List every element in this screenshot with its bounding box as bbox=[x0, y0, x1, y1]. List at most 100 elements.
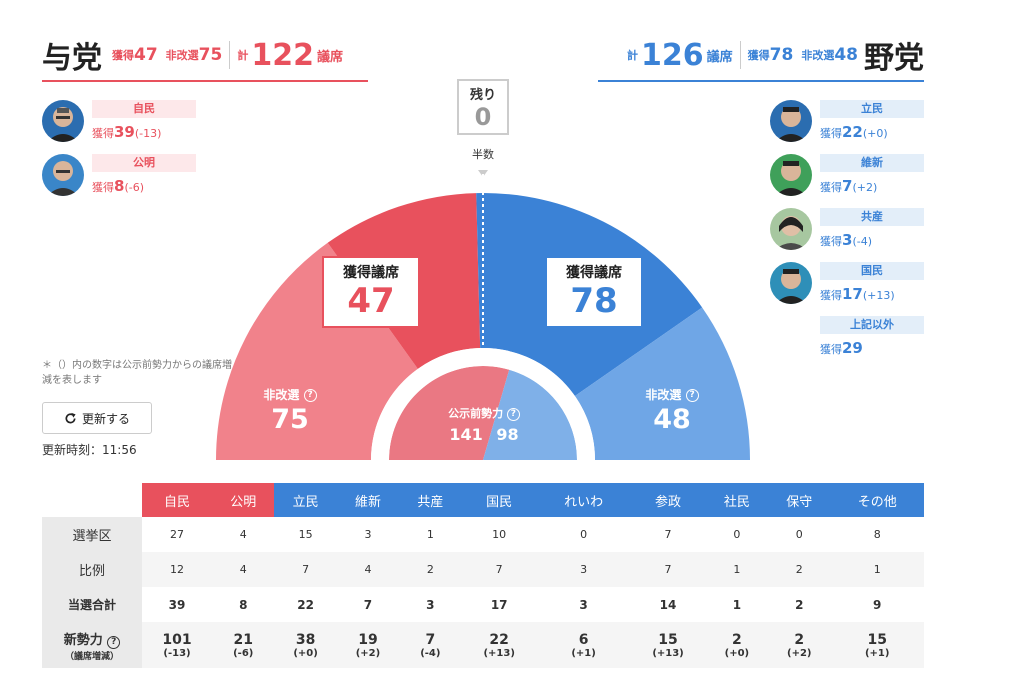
table-row-power: 新勢力 ? （議席増減） 101 (-13) 21 (-6) 38 (+0) 19 (+2) 7 (-… bbox=[42, 622, 924, 668]
table-cell: 2 (+0) bbox=[705, 622, 769, 668]
party-name: 共産 bbox=[820, 208, 924, 226]
col-header: 国民 bbox=[461, 483, 537, 517]
opp-won-label: 獲得 bbox=[747, 49, 770, 62]
table-cell: 15 bbox=[298, 528, 313, 541]
ruling-nonre-value: 75 bbox=[271, 404, 309, 435]
table-corner bbox=[42, 483, 142, 517]
opp-won-box: 獲得議席 78 bbox=[545, 256, 643, 328]
party-name: 立民 bbox=[820, 100, 924, 118]
party-seats: 獲得8(-6) bbox=[92, 177, 144, 195]
table-cell: 2 bbox=[795, 597, 804, 612]
col-header: 保守 bbox=[768, 483, 831, 517]
table-header-row: 自民 公明 立民 維新 共産 国民 れいわ 参政 社民 保守 その他 bbox=[42, 483, 924, 517]
table-cell: 22 (+13) bbox=[461, 622, 537, 668]
table-row: 選挙区 27 4 15 3 1 10 0 7 0 0 8 bbox=[42, 517, 924, 552]
table-cell: 0 bbox=[795, 528, 803, 541]
ruling-won-label: 獲得 bbox=[112, 49, 134, 62]
avatar bbox=[42, 100, 84, 142]
party-jcp: 共産 獲得3(-4) bbox=[770, 208, 924, 254]
opp-pre-value: 98 bbox=[496, 425, 519, 444]
table-cell: 4 bbox=[212, 552, 275, 587]
table-cell: 21 (-6) bbox=[212, 622, 275, 668]
divider bbox=[739, 41, 741, 69]
table-cell: 15 (+1) bbox=[830, 622, 924, 668]
ruling-pre-value: 141 bbox=[449, 425, 483, 444]
ruling-nonre-label-block: 非改選 ? 75 bbox=[240, 386, 340, 437]
party-others: 上記以外 獲得29 bbox=[770, 316, 924, 362]
party-seats: 獲得3(-4) bbox=[820, 231, 872, 249]
remaining-value: 0 bbox=[474, 103, 492, 131]
table-cell: 0 bbox=[580, 528, 588, 541]
table-row: 当選合計 39 8 22 7 3 17 3 14 1 2 9 bbox=[42, 587, 924, 622]
party-name: 公明 bbox=[92, 154, 196, 172]
party-seats: 獲得39(-13) bbox=[92, 123, 162, 141]
party-ishin: 維新 獲得7(+2) bbox=[770, 154, 924, 200]
table-cell: 4 bbox=[336, 552, 400, 587]
opp-nonre: 48 bbox=[834, 45, 858, 65]
table-cell: 2 bbox=[399, 552, 462, 587]
help-icon[interactable]: ? bbox=[107, 635, 121, 649]
row-header: 新勢力 ? （議席増減） bbox=[42, 622, 142, 668]
ruling-nonre-arc bbox=[216, 242, 418, 460]
party-name: 自民 bbox=[92, 100, 196, 118]
table-cell: 1 bbox=[732, 597, 742, 612]
table-cell: 101 (-13) bbox=[142, 622, 213, 668]
party-cdp: 立民 獲得22(+0) bbox=[770, 100, 924, 146]
divider bbox=[229, 41, 231, 69]
party-seats: 獲得17(+13) bbox=[820, 285, 895, 303]
ruling-won-value: 47 bbox=[347, 281, 395, 321]
table-cell: 10 bbox=[492, 528, 507, 541]
col-header: 維新 bbox=[336, 483, 400, 517]
table-cell: 17 bbox=[490, 597, 508, 612]
pre-label: 公示前勢力 bbox=[448, 407, 504, 420]
ruling-total: 122 bbox=[251, 37, 314, 73]
results-table: 自民 公明 立民 維新 共産 国民 れいわ 参政 社民 保守 その他 選挙区 27… bbox=[42, 483, 924, 668]
table-cell: 7 bbox=[363, 597, 373, 612]
table-cell: 3 bbox=[364, 528, 372, 541]
ruling-total-label: 計 bbox=[237, 49, 249, 62]
ruling-nonre-label: 非改選 bbox=[165, 49, 199, 62]
help-icon[interactable]: ? bbox=[303, 389, 317, 402]
power-sub: （議席増減） bbox=[64, 651, 119, 662]
opp-nonre-arc bbox=[574, 307, 750, 460]
table-cell: 0 bbox=[733, 528, 741, 541]
opp-won-value: 78 bbox=[570, 281, 618, 321]
table-row: 比例 12 4 7 4 2 7 3 7 1 2 1 bbox=[42, 552, 924, 587]
updated-time: 更新時刻：11:56 bbox=[42, 443, 137, 457]
table-cell: 1 bbox=[426, 528, 434, 541]
party-seats: 獲得22(+0) bbox=[820, 123, 888, 141]
party-komeito: 公明 獲得8(-6) bbox=[42, 154, 202, 200]
table-cell: 19 (+2) bbox=[336, 622, 400, 668]
refresh-icon bbox=[65, 412, 76, 423]
row-header: 選挙区 bbox=[42, 517, 142, 552]
opp-won: 78 bbox=[769, 45, 794, 65]
nonre-label: 非改選 bbox=[263, 388, 300, 402]
table-cell: 12 bbox=[142, 552, 213, 587]
help-icon[interactable]: ? bbox=[685, 389, 699, 402]
table-cell: 3 bbox=[426, 597, 435, 612]
avatar bbox=[770, 154, 812, 196]
table-cell: 9 bbox=[873, 597, 882, 612]
row-header: 比例 bbox=[42, 552, 142, 587]
table-cell: 7 (-4) bbox=[399, 622, 462, 668]
help-icon[interactable]: ? bbox=[506, 407, 520, 421]
table-cell: 39 bbox=[168, 597, 186, 612]
ruling-pre-arc bbox=[389, 366, 510, 460]
refresh-button[interactable]: 更新する bbox=[42, 402, 152, 434]
ruling-won-box: 獲得議席 47 bbox=[322, 256, 420, 328]
opposition-header: 計 126 議席 獲得 78 非改選 48 野党 bbox=[598, 30, 924, 82]
opp-nonre-label: 非改選 bbox=[801, 49, 835, 62]
party-name: 上記以外 bbox=[820, 316, 924, 334]
party-name: 国民 bbox=[820, 262, 924, 280]
table-cell: 15 (+13) bbox=[630, 622, 706, 668]
won-label: 獲得議席 bbox=[566, 265, 622, 281]
col-header: 社民 bbox=[705, 483, 769, 517]
ruling-seats-unit: 議席 bbox=[316, 49, 343, 65]
party-seats: 獲得7(+2) bbox=[820, 177, 878, 195]
note-text: ＊（）内の数字は公示前勢力からの議席増減を表します bbox=[42, 360, 232, 386]
table-cell: 3 bbox=[579, 597, 588, 612]
table-cell: 7 bbox=[461, 552, 537, 587]
ruling-won: 47 bbox=[134, 45, 158, 65]
ruling-nonre: 75 bbox=[198, 45, 223, 65]
table-cell: 7 bbox=[630, 552, 706, 587]
